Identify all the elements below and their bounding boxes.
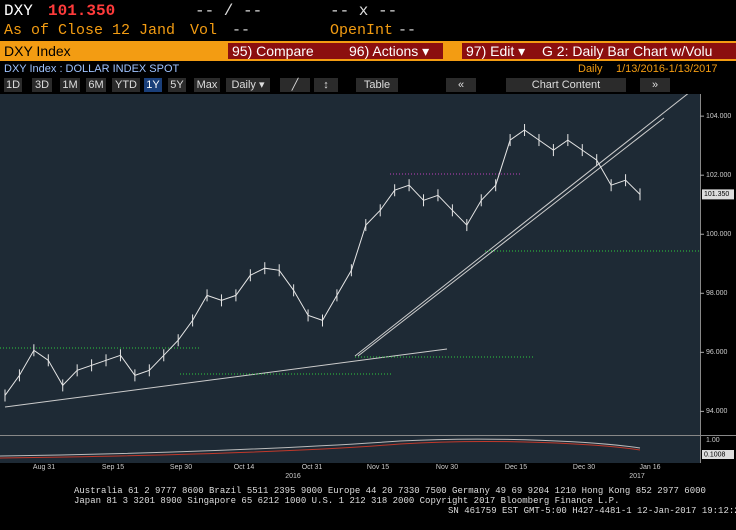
security: DXY Index xyxy=(4,43,71,59)
chart-content-button[interactable]: Chart Content xyxy=(506,78,626,92)
openint-label: OpenInt xyxy=(330,22,394,39)
trendline xyxy=(4,348,448,408)
footer-line: Japan 81 3 3201 8900 Singapore 65 6212 1… xyxy=(74,496,620,506)
status-row: As of Close 12 Jand Vol -- OpenInt -- xyxy=(0,22,736,40)
x-tick-label: Sep 15 xyxy=(102,464,124,471)
table-button[interactable]: Table xyxy=(356,78,398,92)
x-tick-label: Sep 30 xyxy=(170,464,192,471)
menu-bar: DXY Index 95) Compare 96) Actions ▾ 97) … xyxy=(0,41,736,61)
line-tool[interactable]: ╱ xyxy=(280,78,310,92)
footer: Australia 61 2 9777 8600 Brazil 5511 239… xyxy=(0,486,736,526)
y-tick-label: 104.000 xyxy=(706,113,731,120)
y-tick-label: 94.000 xyxy=(706,408,728,415)
y-tick-label: 100.000 xyxy=(706,231,731,238)
toolbar: ╱ ↕ Table « Chart Content » 1D 3D 1M 6M YTD 1… xyxy=(0,76,736,94)
chart-name[interactable]: G 2: Daily Bar Chart w/Volu xyxy=(538,43,736,59)
y-tick-label: 98.000 xyxy=(706,290,728,297)
bid-ask: -- / -- xyxy=(195,2,263,20)
x-tick-label: Aug 31 xyxy=(33,464,55,471)
x-tick-label: Nov 15 xyxy=(367,464,389,471)
footer-line: Australia 61 2 9777 8600 Brazil 5511 239… xyxy=(74,486,706,496)
period: Daily xyxy=(578,63,603,75)
indicator xyxy=(0,438,641,457)
trendline xyxy=(357,117,665,357)
indicator xyxy=(0,441,641,459)
period-button[interactable]: 1D xyxy=(4,78,22,92)
quote-row: DXY 101.350 -- / -- -- x -- xyxy=(0,0,736,22)
x-year-label: 2017 xyxy=(629,473,645,480)
plot-area xyxy=(0,94,700,435)
x-year-label: 2016 xyxy=(285,473,301,480)
vol-label: Vol xyxy=(190,22,218,39)
actions-button[interactable]: 96) Actions ▾ xyxy=(345,43,443,59)
frequency-button[interactable]: Daily ▾ xyxy=(226,78,270,92)
forward-button[interactable]: » xyxy=(640,78,670,92)
subheader: DXY Index : DOLLAR INDEX SPOT Daily 1/13… xyxy=(0,62,736,76)
ticker: DXY xyxy=(4,2,33,20)
lower-value-box xyxy=(702,450,734,459)
back-button[interactable]: « xyxy=(446,78,476,92)
x-tick-label: Nov 30 xyxy=(436,464,458,471)
period-button[interactable]: 1Y xyxy=(144,78,162,92)
period-button[interactable]: 5Y xyxy=(168,78,186,92)
range: 1/13/2016-1/13/2017 xyxy=(616,63,718,75)
x-tick-label: Jan 16 xyxy=(639,464,660,471)
last-price-box xyxy=(702,189,734,200)
period-button[interactable]: 6M xyxy=(86,78,106,92)
last-price-label: 101.350 xyxy=(704,191,729,198)
x-tick-label: Oct 31 xyxy=(302,464,323,471)
lower-panel xyxy=(0,436,700,463)
period-button[interactable]: 3D xyxy=(32,78,52,92)
period-button[interactable]: Max xyxy=(194,78,220,92)
x-tick-label: Oct 14 xyxy=(234,464,255,471)
trendline xyxy=(354,94,689,357)
vol: -- xyxy=(232,22,251,39)
size: -- x -- xyxy=(330,2,398,20)
period-button[interactable]: YTD xyxy=(112,78,140,92)
compare-button[interactable]: 95) Compare xyxy=(228,43,348,59)
lower-value-label: 0.1008 xyxy=(704,451,726,458)
bar-tool[interactable]: ↕ xyxy=(314,78,338,92)
x-tick-label: Dec 15 xyxy=(505,464,527,471)
security-name: DXY Index : DOLLAR INDEX SPOT xyxy=(4,63,180,75)
y-tick-label: 96.000 xyxy=(706,349,728,356)
openint: -- xyxy=(398,22,417,39)
chart: 94.000 96.000 98.000 100.000 102.000 104.000 1… xyxy=(0,94,736,480)
x-tick-label: Dec 30 xyxy=(573,464,595,471)
price: 101.350 xyxy=(48,2,116,20)
period-button[interactable]: 1M xyxy=(60,78,80,92)
y-tick-label: 102.000 xyxy=(706,172,731,179)
lower-tick-label: 1.00 xyxy=(706,437,720,444)
as-of: As of Close 12 Jand xyxy=(4,22,176,39)
edit-button[interactable]: 97) Edit ▾ xyxy=(462,43,542,59)
footer-line: SN 461759 EST GMT-5:00 H427-4481-1 12-Ja… xyxy=(448,506,736,516)
